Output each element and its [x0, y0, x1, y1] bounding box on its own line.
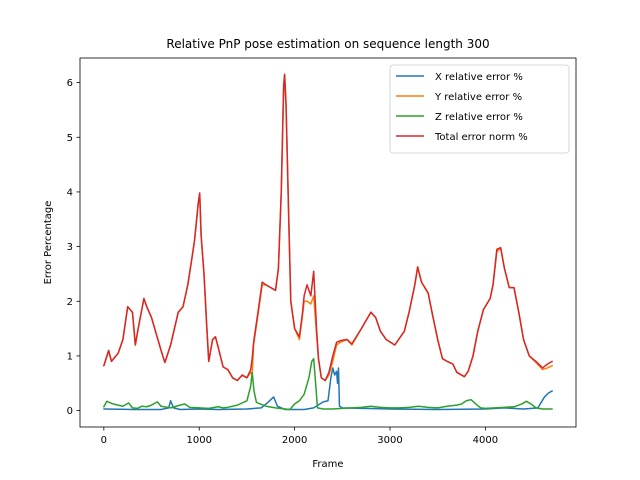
x-tick-label: 3000 — [377, 435, 402, 446]
legend-box — [389, 64, 570, 154]
y-tick-label: 3 — [67, 242, 73, 253]
chart-title: Relative PnP pose estimation on sequence… — [166, 37, 489, 51]
series-line-3 — [103, 357, 553, 411]
y-axis-ticks: 0 1 2 3 4 5 6 — [67, 78, 80, 417]
y-tick-label: 0 — [67, 406, 73, 417]
plot-area — [79, 57, 577, 428]
legend: X relative error % Y relative error % Z re… — [389, 64, 570, 154]
series-layer — [103, 73, 553, 411]
y-tick-label: 5 — [67, 133, 73, 144]
x-axis-label: Frame — [312, 459, 343, 470]
y-tick-label: 6 — [67, 78, 73, 89]
series-line-4 — [103, 73, 553, 382]
x-axis-ticks: 0 1000 2000 3000 4000 — [101, 427, 498, 446]
x-tick-label: 2000 — [282, 435, 307, 446]
axes-frame — [79, 57, 577, 428]
y-axis-label: Error Percentage — [43, 201, 54, 285]
x-tick-label: 1000 — [187, 435, 212, 446]
x-tick-label: 4000 — [473, 435, 498, 446]
legend-label-3: Z relative error % — [435, 112, 523, 123]
y-tick-label: 2 — [67, 297, 73, 308]
legend-label-4: Total error norm % — [434, 132, 528, 143]
y-tick-label: 1 — [67, 352, 73, 363]
y-tick-label: 4 — [67, 188, 73, 199]
legend-label-1: X relative error % — [435, 72, 523, 83]
x-tick-label: 0 — [101, 435, 107, 446]
legend-label-2: Y relative error % — [434, 92, 522, 103]
